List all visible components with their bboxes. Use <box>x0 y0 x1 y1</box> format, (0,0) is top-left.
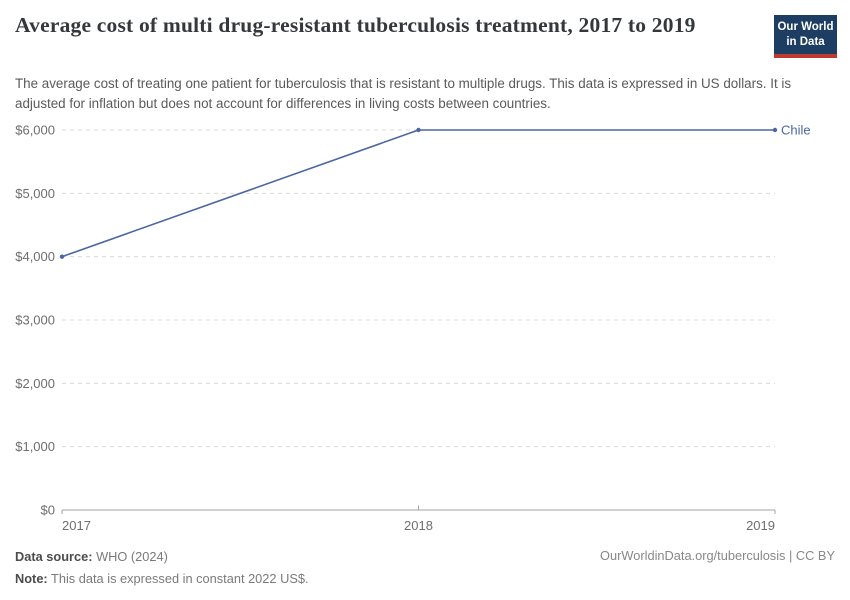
note-line: Note: This data is expressed in constant… <box>15 568 309 590</box>
y-axis-tick-label: $6,000 <box>15 123 55 138</box>
y-axis-tick-label: $0 <box>41 503 55 518</box>
y-axis-tick-label: $1,000 <box>15 439 55 454</box>
x-axis-tick-label: 2017 <box>62 518 91 533</box>
data-source-line: Data source: WHO (2024) <box>15 546 309 568</box>
logo-line-1: Our World <box>777 21 834 33</box>
entity-label[interactable]: Chile <box>781 123 811 138</box>
footer-left: Data source: WHO (2024) Note: This data … <box>15 546 309 590</box>
data-source-label: Data source: <box>15 549 93 564</box>
note-value: This data is expressed in constant 2022 … <box>51 571 309 586</box>
data-point[interactable] <box>772 127 778 133</box>
data-point[interactable] <box>59 254 65 259</box>
y-axis-tick-label: $5,000 <box>15 186 55 201</box>
logo-line-2: in Data <box>786 35 825 48</box>
footer-link[interactable]: OurWorldinData.org/tuberculosis | CC BY <box>600 548 835 563</box>
x-axis-tick-label: 2018 <box>404 518 433 533</box>
x-axis-tick-label: 2019 <box>746 518 775 533</box>
data-source-value: WHO (2024) <box>96 549 168 564</box>
note-label: Note: <box>15 571 48 586</box>
chart-subtitle: The average cost of treating one patient… <box>15 76 792 112</box>
data-point[interactable] <box>416 127 421 133</box>
y-axis-tick-label: $2,000 <box>15 376 55 391</box>
y-axis-tick-label: $3,000 <box>15 313 55 328</box>
y-axis-tick-label: $4,000 <box>15 249 55 264</box>
owid-logo[interactable]: Our World in Data <box>774 15 837 58</box>
chart-title: Average cost of multi drug-resistant tub… <box>15 13 696 37</box>
